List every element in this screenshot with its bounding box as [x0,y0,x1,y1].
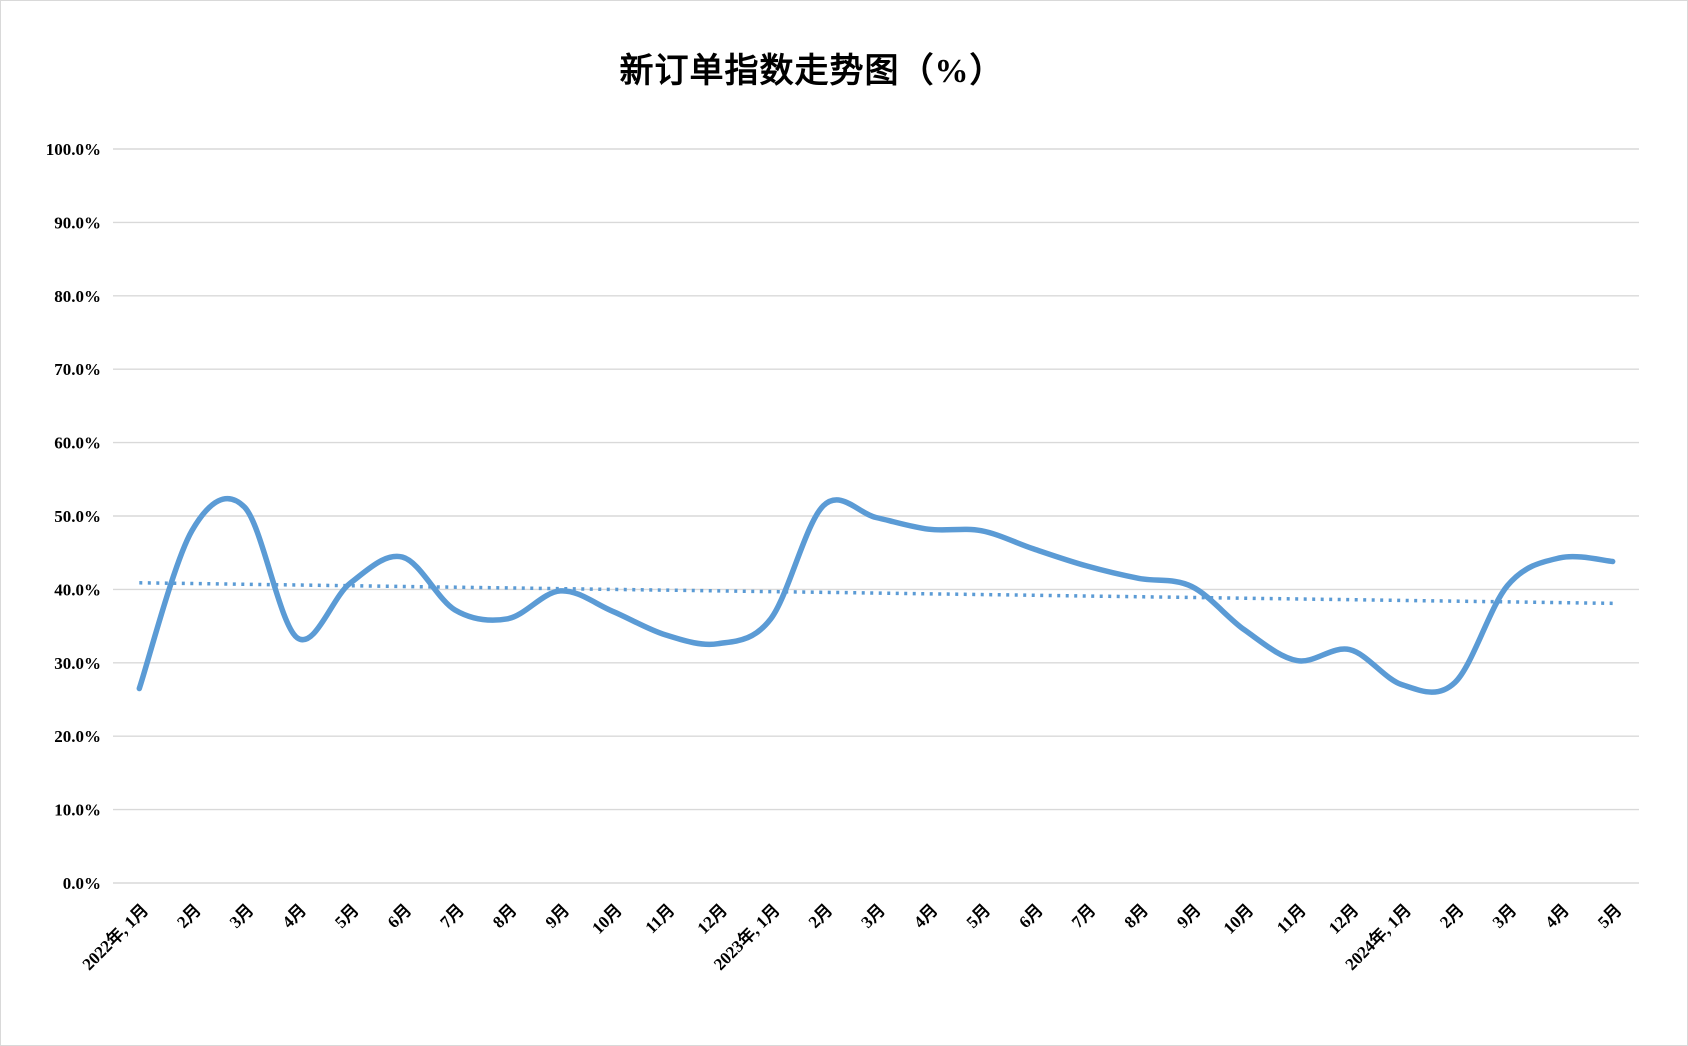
chart-title: 新订单指数走势图（%） [619,53,1005,90]
y-axis-tick-label: 40.0% [54,580,101,599]
x-axis-tick-label: 8月 [489,900,520,931]
x-axis-tick-label: 3月 [1489,900,1520,931]
y-axis-tick-label: 100.0% [46,140,101,159]
x-axis-tick-label: 8月 [1120,900,1151,931]
x-axis-tick-label: 9月 [542,900,573,931]
x-axis-tick-label: 2月 [1436,900,1467,931]
y-axis-tick-label: 20.0% [54,727,101,746]
x-axis-tick-label: 2022年, 1月 [78,900,152,974]
x-axis-tick-label: 4月 [910,900,941,931]
x-axis-tick-label: 7月 [436,900,467,931]
trendline [139,581,1613,606]
x-axis-tick-label: 6月 [384,900,415,931]
y-axis-tick-label: 30.0% [54,654,101,673]
x-axis-tick-label: 2月 [805,900,836,931]
x-axis-tick-label: 12月 [1325,900,1362,937]
y-axis-tick-label: 10.0% [54,801,101,820]
y-axis-tick-label: 60.0% [54,434,101,453]
y-axis-tick-label: 50.0% [54,507,101,526]
y-axis-tick-label: 70.0% [54,360,101,379]
x-axis-tick-label: 4月 [279,900,310,931]
x-axis-tick-label: 5月 [963,900,994,931]
y-axis-tick-label: 80.0% [54,287,101,306]
x-axis-tick-label: 6月 [1015,900,1046,931]
x-axis-tick-label: 7月 [1068,900,1099,931]
x-axis-tick-label: 10月 [1220,900,1257,937]
x-axis-tick-label: 5月 [1594,900,1625,931]
x-axis-tick-label: 11月 [642,900,679,937]
x-axis-tick-label: 12月 [693,900,730,937]
x-axis-tick-label: 2月 [173,900,204,931]
x-axis-tick-label: 9月 [1173,900,1204,931]
x-axis-tick-label: 3月 [226,900,257,931]
y-axis-tick-label: 90.0% [54,213,101,232]
x-axis-tick-label: 10月 [588,900,625,937]
y-axis-tick-label: 0.0% [63,874,101,893]
x-axis-tick-label: 11月 [1273,900,1310,937]
x-axis-tick-label: 4月 [1541,900,1572,931]
x-axis-tick-label: 5月 [331,900,362,931]
series-line [136,495,1616,695]
x-axis-tick-label: 3月 [857,900,888,931]
